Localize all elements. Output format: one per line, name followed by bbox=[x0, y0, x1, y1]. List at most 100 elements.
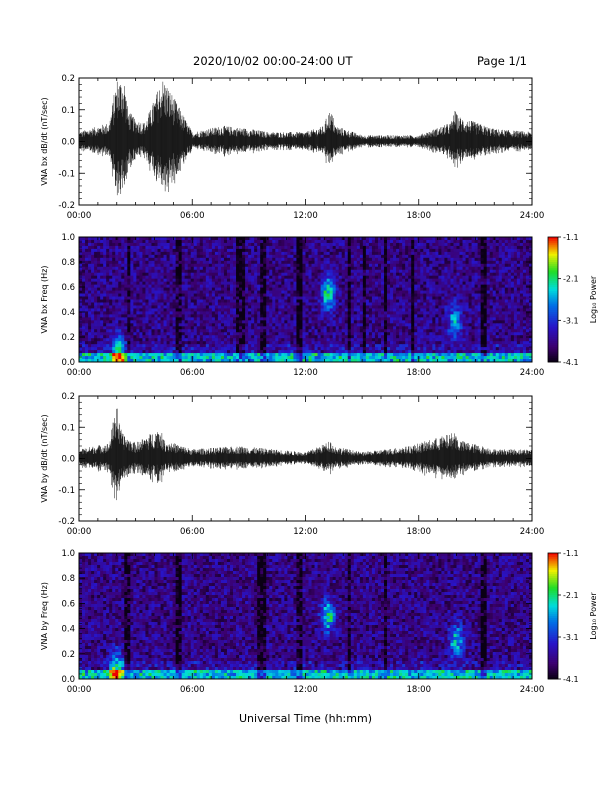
spectrogram-cell bbox=[408, 356, 412, 360]
spectrogram-cell bbox=[233, 266, 237, 271]
spectrogram-cell bbox=[175, 293, 180, 297]
spectrogram-cell bbox=[145, 329, 149, 333]
spectrogram-cell bbox=[245, 302, 249, 306]
spectrogram-cell bbox=[248, 317, 252, 321]
spectrogram-cell bbox=[233, 356, 237, 360]
spectrogram-cell bbox=[290, 356, 294, 360]
spectrogram-cell bbox=[377, 347, 382, 351]
spectrogram-cell bbox=[293, 296, 297, 300]
spectrogram-cell bbox=[326, 254, 331, 259]
spectrogram-cell bbox=[175, 335, 180, 339]
spectrogram-cell bbox=[314, 269, 318, 274]
spectrogram-cell bbox=[97, 347, 101, 351]
spectrogram-cell bbox=[163, 302, 167, 306]
spectrogram-cell bbox=[341, 347, 346, 351]
spectrogram-cell bbox=[396, 272, 400, 277]
spectrogram-cell bbox=[335, 332, 340, 336]
spectrogram-cell bbox=[254, 317, 258, 321]
spectrogram-cell bbox=[163, 269, 167, 274]
spectrogram-cell bbox=[381, 341, 385, 345]
spectrogram-cell bbox=[332, 251, 337, 256]
spectrogram-cell bbox=[85, 314, 89, 318]
spectrogram-cell bbox=[157, 284, 161, 288]
spectrogram-cell bbox=[94, 305, 98, 309]
spectrogram-cell bbox=[287, 239, 291, 244]
spectrogram-cell bbox=[217, 326, 222, 330]
spectrogram-cell bbox=[91, 356, 95, 360]
spectrogram-cell bbox=[393, 317, 397, 321]
spectrogram-cell bbox=[242, 347, 246, 351]
spectrogram-cell bbox=[193, 332, 198, 336]
spectrogram-cell bbox=[184, 329, 189, 333]
spectrogram-cell bbox=[260, 326, 264, 330]
spectrogram-cell bbox=[124, 260, 128, 265]
spectrogram-cell bbox=[311, 341, 315, 345]
spectrogram-cell bbox=[266, 287, 270, 291]
spectrogram-cell bbox=[263, 344, 267, 348]
spectrogram-cell bbox=[106, 347, 110, 351]
spectrogram-cell bbox=[172, 338, 177, 342]
spectrogram-cell bbox=[362, 296, 367, 300]
spectrogram-cell bbox=[115, 308, 119, 312]
spectrogram-cell bbox=[160, 326, 164, 330]
spectrogram-cell bbox=[85, 278, 89, 283]
spectrogram-cell bbox=[85, 317, 89, 321]
spectrogram-cell bbox=[106, 305, 110, 309]
spectrogram-cell bbox=[239, 323, 243, 327]
spectrogram-cell bbox=[362, 284, 367, 288]
spectrogram-cell bbox=[109, 266, 113, 271]
spectrogram-cell bbox=[408, 284, 412, 288]
spectrogram-cell bbox=[365, 248, 370, 253]
spectrogram-cell bbox=[175, 308, 180, 312]
spectrogram-cell bbox=[130, 237, 134, 241]
spectrogram-cell bbox=[263, 299, 267, 303]
spectrogram-cell bbox=[112, 254, 116, 259]
spectrogram-cell bbox=[377, 350, 382, 354]
spectrogram-cell bbox=[302, 317, 306, 321]
spectrogram-cell bbox=[390, 248, 394, 253]
spectrogram-cell bbox=[269, 311, 273, 315]
spectrogram-cell bbox=[190, 344, 195, 348]
spectrogram-cell bbox=[426, 341, 430, 345]
spectrogram-cell bbox=[365, 260, 370, 265]
spectrogram-cell bbox=[311, 239, 315, 244]
spectrogram-cell bbox=[133, 323, 137, 327]
spectrogram-cell bbox=[368, 245, 373, 250]
spectrogram-cell bbox=[109, 242, 113, 247]
spectrogram-cell bbox=[387, 341, 391, 345]
spectrogram-cell bbox=[196, 344, 201, 348]
spectrogram-cell bbox=[408, 263, 412, 268]
spectrogram-cell bbox=[251, 323, 255, 327]
spectrogram-cell bbox=[163, 293, 167, 297]
spectrogram-cell bbox=[145, 239, 149, 244]
x-tick-label: 00:00 bbox=[67, 211, 92, 221]
spectrogram-cell bbox=[384, 338, 388, 342]
spectrogram-cell bbox=[393, 335, 397, 339]
spectrogram-cell bbox=[133, 263, 137, 268]
spectrogram-cell bbox=[103, 311, 107, 315]
spectrogram-cell bbox=[121, 260, 125, 265]
spectrogram-cell bbox=[181, 239, 186, 244]
spectrogram-cell bbox=[326, 272, 331, 277]
spectrogram-cell bbox=[79, 284, 83, 288]
spectrogram-cell bbox=[178, 257, 183, 262]
spectrogram-cell bbox=[287, 266, 291, 271]
spectrogram-cell bbox=[121, 347, 125, 351]
spectrogram-cell bbox=[160, 290, 164, 294]
spectrogram-cell bbox=[326, 287, 331, 291]
spectrogram-cell bbox=[139, 311, 143, 315]
spectrogram-cell bbox=[88, 359, 92, 363]
spectrogram-cell bbox=[236, 293, 240, 297]
spectrogram-cell bbox=[314, 338, 318, 342]
spectrogram-cell bbox=[411, 245, 415, 250]
spectrogram-cell bbox=[85, 263, 89, 268]
spectrogram-cell bbox=[359, 237, 364, 241]
spectrogram-cell bbox=[317, 353, 321, 357]
spectrogram-cell bbox=[85, 237, 89, 241]
spectrogram-cell bbox=[217, 356, 222, 360]
spectrogram-cell bbox=[284, 239, 288, 244]
spectrogram-cell bbox=[353, 239, 358, 244]
spectrogram-cell bbox=[106, 341, 110, 345]
spectrogram-cell bbox=[408, 287, 412, 291]
spectrogram-cell bbox=[100, 284, 104, 288]
